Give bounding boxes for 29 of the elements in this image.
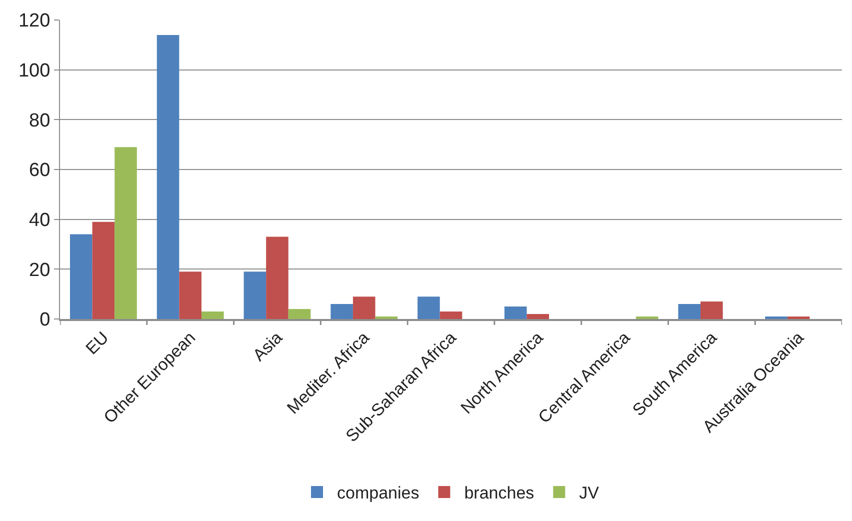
bar (330, 304, 353, 319)
bar (114, 147, 137, 319)
y-tick-label: 60 (29, 160, 50, 182)
bar (70, 234, 92, 319)
bar (244, 272, 266, 319)
bar (352, 296, 376, 319)
y-tick-label: 100 (18, 60, 50, 82)
y-tick-label: 40 (29, 210, 50, 231)
y-tick-label: 0 (40, 310, 50, 331)
bar (440, 312, 462, 319)
bar (156, 34, 180, 319)
bar (418, 296, 440, 319)
bar (179, 272, 202, 319)
y-tick-label: 120 (18, 10, 50, 32)
y-tick-label: 80 (29, 110, 50, 132)
bar (92, 222, 115, 319)
bar (526, 314, 550, 319)
bar (201, 312, 224, 319)
legend-label: companies (337, 484, 420, 503)
bar (266, 236, 288, 319)
y-tick-label: 20 (29, 260, 50, 281)
x-tick-label: Asia (249, 328, 286, 365)
bar (678, 304, 701, 319)
x-tick-label: EU (82, 328, 112, 358)
legend-label: JV (579, 484, 600, 503)
bar (504, 306, 527, 319)
bar (700, 302, 723, 319)
bar (288, 309, 311, 319)
legend-label: branches (464, 484, 534, 503)
